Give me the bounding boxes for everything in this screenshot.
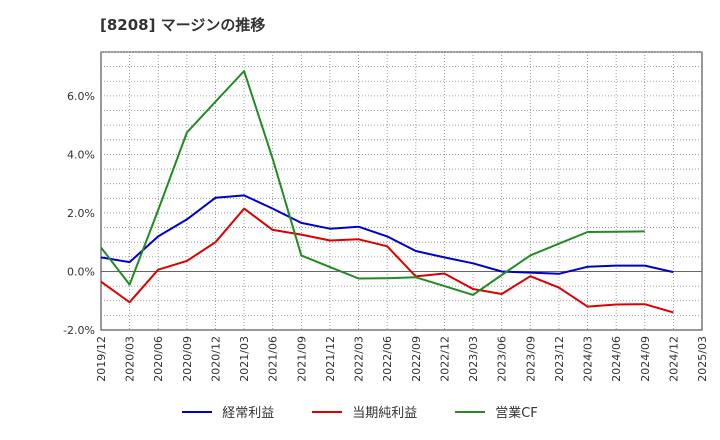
x-tick-label: 2022/06 [381,336,394,382]
legend-item: 経常利益 [182,402,274,421]
x-tick-label: 2020/12 [209,336,222,382]
chart-title: [8208] マージンの推移 [100,16,266,34]
y-tick-label: 6.0% [67,90,95,103]
y-tick-label: 2.0% [67,207,95,220]
x-tick-label: 2021/06 [267,336,280,382]
x-tick-label: 2020/06 [152,336,165,382]
y-tick-label: 4.0% [67,148,95,161]
x-tick-label: 2023/12 [553,336,566,382]
x-tick-label: 2024/09 [639,336,652,382]
legend-item: 当期純利益 [312,402,417,421]
y-tick-label: -2.0% [63,324,95,337]
x-tick-label: 2021/12 [324,336,337,382]
legend-label: 経常利益 [222,406,275,421]
x-tick-label: 2022/09 [410,336,423,382]
legend-item: 営業CF [455,402,538,421]
x-tick-label: 2024/12 [667,336,680,382]
x-tick-label: 2020/09 [181,336,194,382]
x-tick-label: 2021/03 [238,336,251,382]
x-tick-label: 2023/03 [467,336,480,382]
x-tick-label: 2025/03 [696,336,709,382]
series-line-1 [100,194,674,275]
x-tick-label: 2021/09 [295,336,308,382]
x-tick-label: 2024/06 [610,336,623,382]
legend-swatch [182,410,213,413]
x-tick-label: 2022/03 [353,336,366,382]
x-tick-label: 2020/03 [124,336,137,382]
legend: 経常利益 当期純利益 営業CF [0,402,720,421]
legend-swatch [455,410,486,413]
plot-area [100,51,703,331]
series-line-2 [100,207,674,314]
x-tick-label: 2023/06 [496,336,509,382]
x-tick-label: 2024/03 [582,336,595,382]
legend-label: 当期純利益 [352,406,418,421]
y-tick-label: 0.0% [67,265,95,278]
x-tick-label: 2019/12 [95,336,108,382]
legend-label: 営業CF [495,406,538,421]
legend-swatch [312,410,343,413]
x-tick-label: 2022/12 [438,336,451,382]
x-tick-label: 2023/09 [524,336,537,382]
series-line-3 [100,70,645,296]
